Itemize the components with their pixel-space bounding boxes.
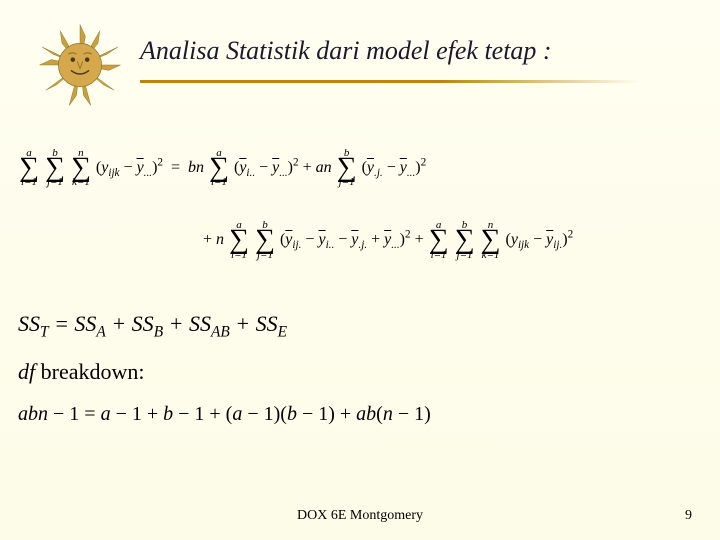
footer-text: DOX 6E Montgomery (0, 508, 720, 524)
title-underline (140, 80, 640, 83)
equation-line-2: + n a∑i=1 b∑j=1 (yij. − yi.. − y.j. + y.… (18, 220, 702, 260)
sun-bullet-icon (35, 20, 125, 110)
formula-area: a∑i=1 b∑j=1 n∑k=1 (yijk − y...)2 = bn a∑… (18, 130, 702, 426)
equation-line-5: abn − 1 = a − 1 + b − 1 + (a − 1)(b − 1)… (18, 403, 702, 426)
slide-title: Analisa Statistik dari model efek tetap … (140, 36, 552, 66)
equation-line-1: a∑i=1 b∑j=1 n∑k=1 (yijk − y...)2 = bn a∑… (18, 148, 702, 188)
equation-line-4: df breakdown: (18, 359, 702, 385)
page-number: 9 (685, 508, 692, 524)
equation-line-3: SST = SSA + SSB + SSAB + SSE (18, 311, 702, 341)
